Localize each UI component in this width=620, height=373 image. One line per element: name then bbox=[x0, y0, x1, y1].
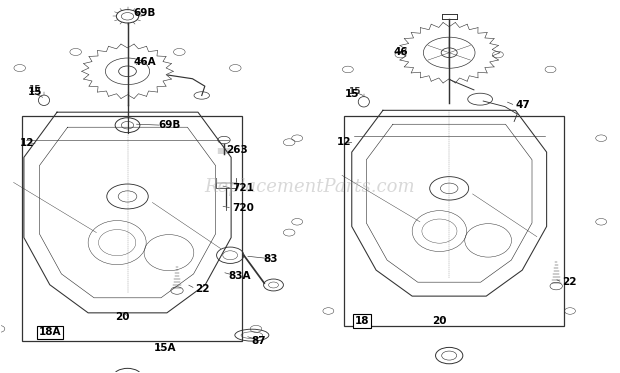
Text: 15: 15 bbox=[29, 85, 41, 94]
Text: 83A: 83A bbox=[228, 272, 251, 282]
Text: 22: 22 bbox=[562, 278, 577, 287]
Text: 47: 47 bbox=[515, 100, 530, 110]
Text: 15: 15 bbox=[345, 90, 360, 99]
Bar bbox=[22, 116, 242, 341]
Text: 12: 12 bbox=[19, 138, 34, 148]
Text: 46A: 46A bbox=[134, 57, 156, 67]
Text: 69B: 69B bbox=[134, 7, 156, 18]
Text: 720: 720 bbox=[232, 203, 254, 213]
Text: 20: 20 bbox=[115, 312, 130, 322]
Text: 721: 721 bbox=[232, 184, 254, 193]
Text: 20: 20 bbox=[433, 316, 447, 326]
Text: 46: 46 bbox=[394, 47, 408, 57]
Text: 87: 87 bbox=[251, 336, 266, 346]
Text: 12: 12 bbox=[337, 137, 352, 147]
Text: 18: 18 bbox=[355, 316, 369, 326]
Text: 15: 15 bbox=[348, 87, 361, 96]
Text: 69B: 69B bbox=[159, 120, 181, 130]
Text: ReplacementParts.com: ReplacementParts.com bbox=[205, 178, 415, 195]
Bar bbox=[344, 116, 564, 326]
Text: 83: 83 bbox=[264, 254, 278, 264]
Text: 22: 22 bbox=[195, 284, 210, 294]
Text: 263: 263 bbox=[226, 145, 248, 155]
Text: 15: 15 bbox=[27, 87, 42, 97]
Text: 15A: 15A bbox=[154, 343, 177, 353]
Text: 18A: 18A bbox=[39, 327, 61, 337]
